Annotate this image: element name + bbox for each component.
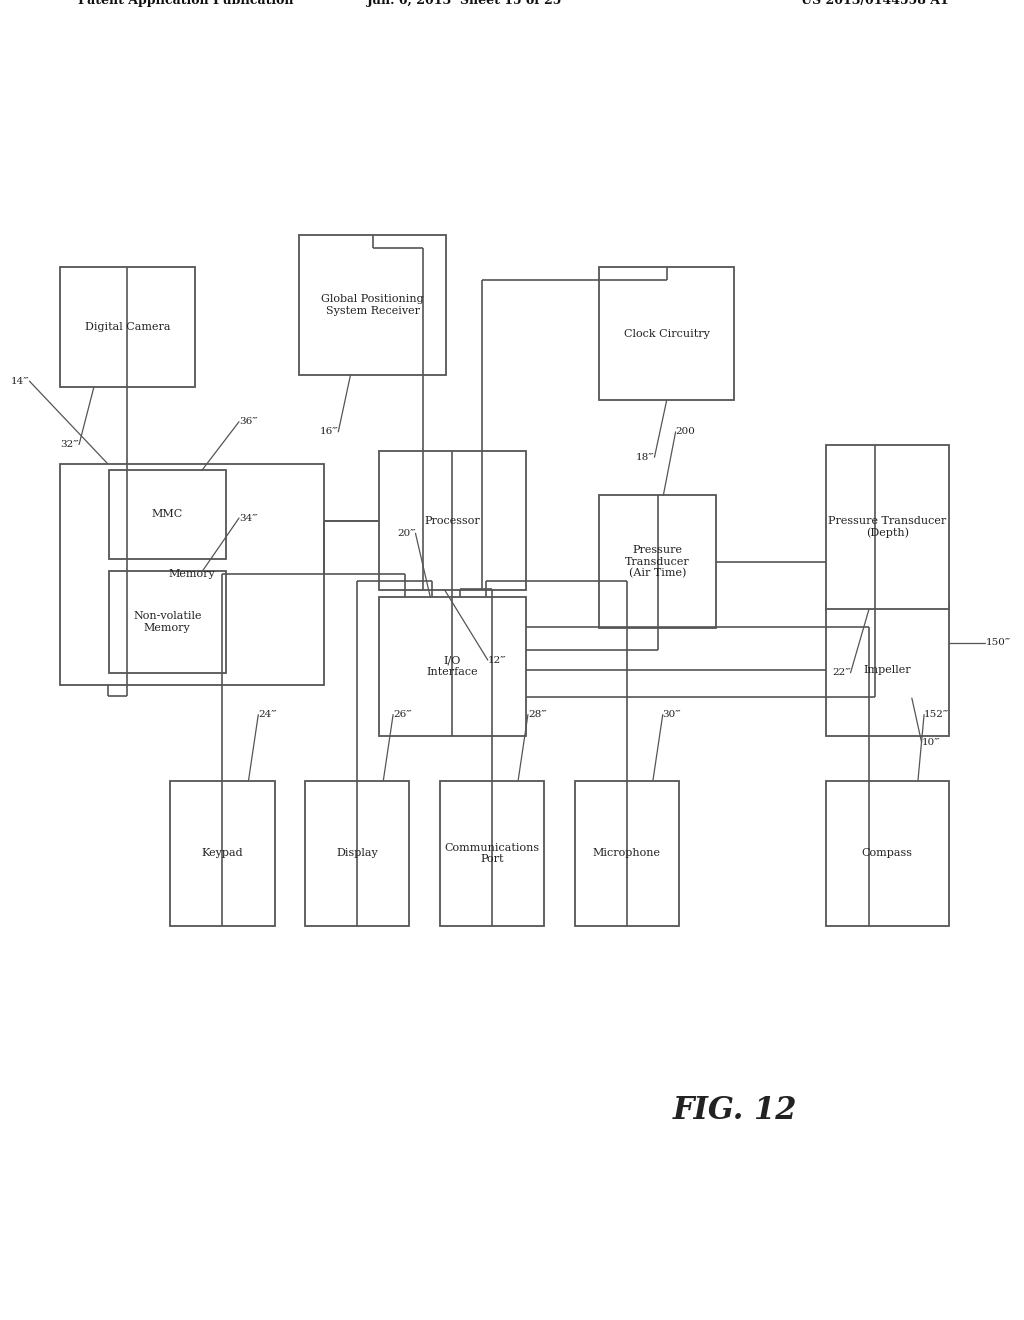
Text: Communications
Port: Communications Port — [444, 842, 540, 865]
Bar — [379, 597, 525, 737]
Bar — [305, 780, 410, 927]
Bar — [826, 445, 948, 610]
Bar — [110, 572, 225, 673]
Text: Keypad: Keypad — [202, 849, 244, 858]
Text: 16‴: 16‴ — [319, 428, 338, 437]
Text: 22‴: 22‴ — [831, 668, 851, 677]
Text: Impeller: Impeller — [863, 664, 911, 675]
Text: Jun. 6, 2013  Sheet 15 of 25: Jun. 6, 2013 Sheet 15 of 25 — [367, 0, 562, 7]
Bar — [826, 603, 948, 737]
Text: 12‴: 12‴ — [487, 656, 507, 664]
Text: I/O
Interface: I/O Interface — [426, 656, 478, 677]
Text: Digital Camera: Digital Camera — [85, 322, 170, 333]
Text: Processor: Processor — [424, 516, 480, 525]
Bar — [299, 235, 446, 375]
Text: Pressure Transducer
(Depth): Pressure Transducer (Depth) — [828, 516, 946, 539]
Text: 30‴: 30‴ — [663, 710, 681, 719]
Text: US 2013/0144558 A1: US 2013/0144558 A1 — [801, 0, 948, 7]
Text: 20‴: 20‴ — [397, 529, 416, 537]
Text: 32‴: 32‴ — [60, 440, 79, 449]
Bar — [60, 463, 324, 685]
Text: Display: Display — [337, 849, 378, 858]
Text: 200: 200 — [676, 428, 695, 437]
Bar — [599, 267, 734, 400]
Text: 152‴: 152‴ — [924, 710, 949, 719]
Text: Microphone: Microphone — [593, 849, 660, 858]
Bar — [826, 780, 948, 927]
Bar — [170, 780, 274, 927]
Text: 18‴: 18‴ — [636, 453, 654, 462]
Text: 150‴: 150‴ — [985, 639, 1011, 647]
Text: FIG. 12: FIG. 12 — [673, 1094, 798, 1126]
Text: 34‴: 34‴ — [239, 513, 258, 523]
Text: Patent Application Publication: Patent Application Publication — [79, 0, 294, 7]
Text: MMC: MMC — [152, 510, 183, 519]
Text: Global Positioning
System Receiver: Global Positioning System Receiver — [322, 294, 424, 315]
Text: 26‴: 26‴ — [393, 710, 412, 719]
Bar — [60, 267, 195, 388]
Text: 24‴: 24‴ — [258, 710, 276, 719]
Text: Compass: Compass — [862, 849, 912, 858]
Text: Memory: Memory — [168, 569, 215, 579]
Text: 28‴: 28‴ — [528, 710, 547, 719]
Bar — [379, 451, 525, 590]
Text: 36‴: 36‴ — [239, 417, 258, 426]
Bar — [440, 780, 544, 927]
Text: Clock Circuitry: Clock Circuitry — [624, 329, 710, 339]
Text: Pressure
Transducer
(Air Time): Pressure Transducer (Air Time) — [626, 545, 690, 578]
Text: 14‴: 14‴ — [11, 376, 30, 385]
Text: Non-volatile
Memory: Non-volatile Memory — [133, 611, 202, 632]
Bar — [110, 470, 225, 558]
Bar — [599, 495, 716, 628]
Text: 10‴: 10‴ — [922, 738, 940, 747]
Bar — [574, 780, 679, 927]
